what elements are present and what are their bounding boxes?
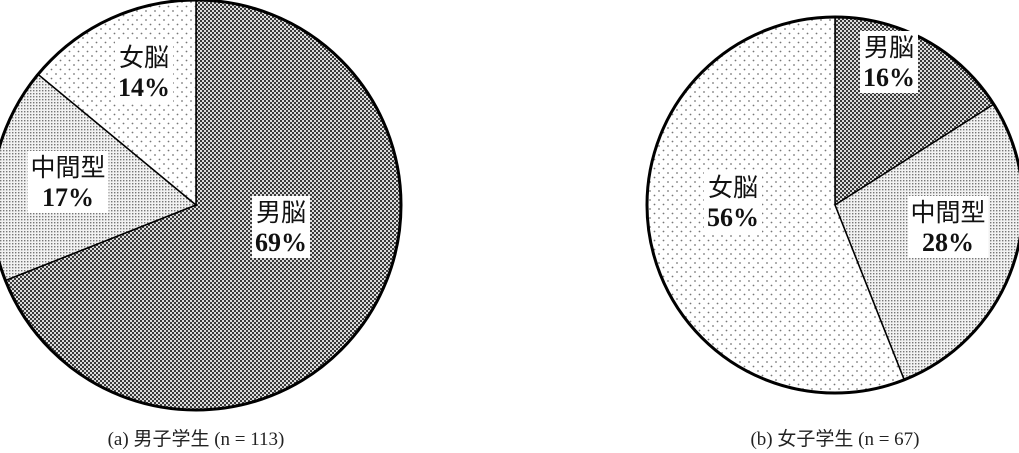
slice-label-value: 28% (922, 228, 974, 257)
slice-label-name: 中間型 (30, 153, 105, 182)
slice-label-name: 男脳 (256, 198, 306, 227)
slice-label-value: 56% (707, 203, 759, 232)
slice-label-name: 中間型 (910, 198, 985, 227)
slice-label-value: 14% (118, 73, 170, 102)
slice-label-value: 16% (863, 63, 915, 92)
caption-female: (b) 女子学生 (n = 67) (750, 428, 919, 450)
slice-label-background (252, 196, 310, 258)
pie-outline-1 (645, 15, 1019, 395)
pie-outline-0 (0, 0, 403, 412)
slice-label-background (115, 41, 173, 103)
slice-label-background (27, 151, 109, 213)
slice-label-value: 17% (42, 183, 94, 212)
slice-label-name: 男脳 (864, 33, 914, 62)
slice-label-background (704, 171, 762, 233)
slice-label-name: 女脳 (119, 43, 169, 72)
slice-label-name: 女脳 (708, 173, 758, 202)
slice-label-background (907, 196, 989, 258)
slice-label-background (860, 31, 918, 93)
slice-label-value: 69% (255, 228, 307, 257)
caption-male: (a) 男子学生 (n = 113) (108, 428, 285, 450)
